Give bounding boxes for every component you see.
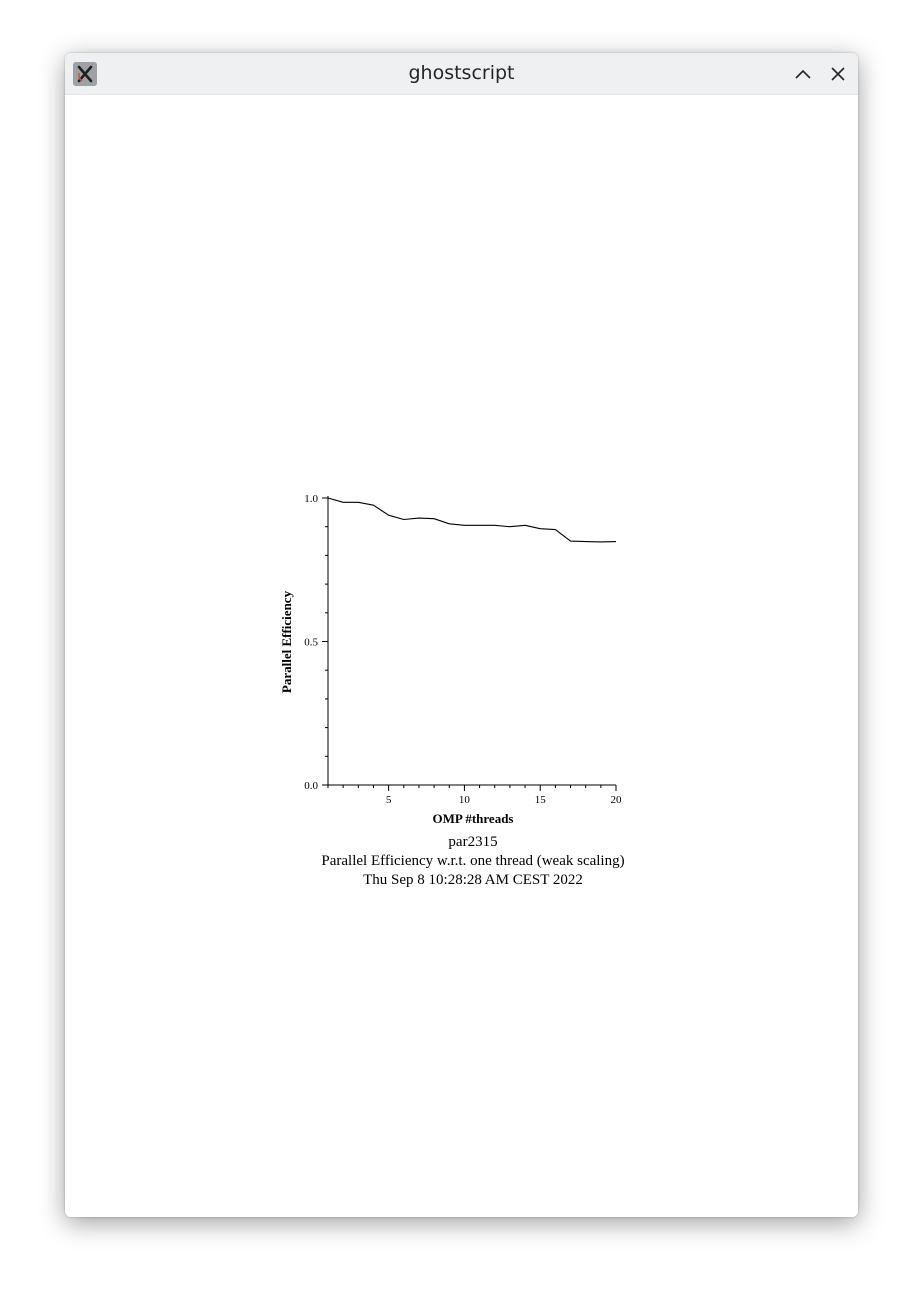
caption-timestamp: Thu Sep 8 10:28:28 AM CEST 2022 xyxy=(363,872,583,888)
close-button[interactable] xyxy=(827,63,849,85)
x-axis-label: OMP #threads xyxy=(432,811,513,826)
close-icon xyxy=(831,67,845,81)
ghostscript-window: ghostscript 0.0 0.5 1.0 5 10 15 20 OMP #thread… xyxy=(65,53,858,1217)
caption-description: Parallel Efficiency w.r.t. one thread (w… xyxy=(321,853,624,869)
ghostscript-x-icon[interactable] xyxy=(73,62,97,86)
caption-run-id: par2315 xyxy=(448,834,497,850)
efficiency-chart: 0.0 0.5 1.0 5 10 15 20 OMP #threads Parallel E… xyxy=(279,493,625,888)
y-tick-label: 0.5 xyxy=(304,637,318,649)
series-line xyxy=(327,497,617,543)
document-canvas: 0.0 0.5 1.0 5 10 15 20 OMP #threads Parallel E… xyxy=(65,95,858,1217)
x-tick-label: 5 xyxy=(386,794,392,806)
chevron-up-icon xyxy=(795,69,811,79)
y-axis-label: Parallel Efficiency xyxy=(279,590,294,693)
y-tick-label: 1.0 xyxy=(304,493,318,505)
x-tick-label: 15 xyxy=(535,794,547,806)
x-tick-label: 20 xyxy=(611,794,623,806)
x-tick-label: 10 xyxy=(459,794,471,806)
title-bar[interactable]: ghostscript xyxy=(65,53,858,95)
maximize-button[interactable] xyxy=(792,63,814,85)
chart-ticks: 0.0 0.5 1.0 5 10 15 20 xyxy=(304,493,622,806)
chart-axes xyxy=(327,496,616,786)
y-tick-label: 0.0 xyxy=(304,780,318,792)
chart-series xyxy=(327,497,617,543)
window-title: ghostscript xyxy=(408,62,515,84)
